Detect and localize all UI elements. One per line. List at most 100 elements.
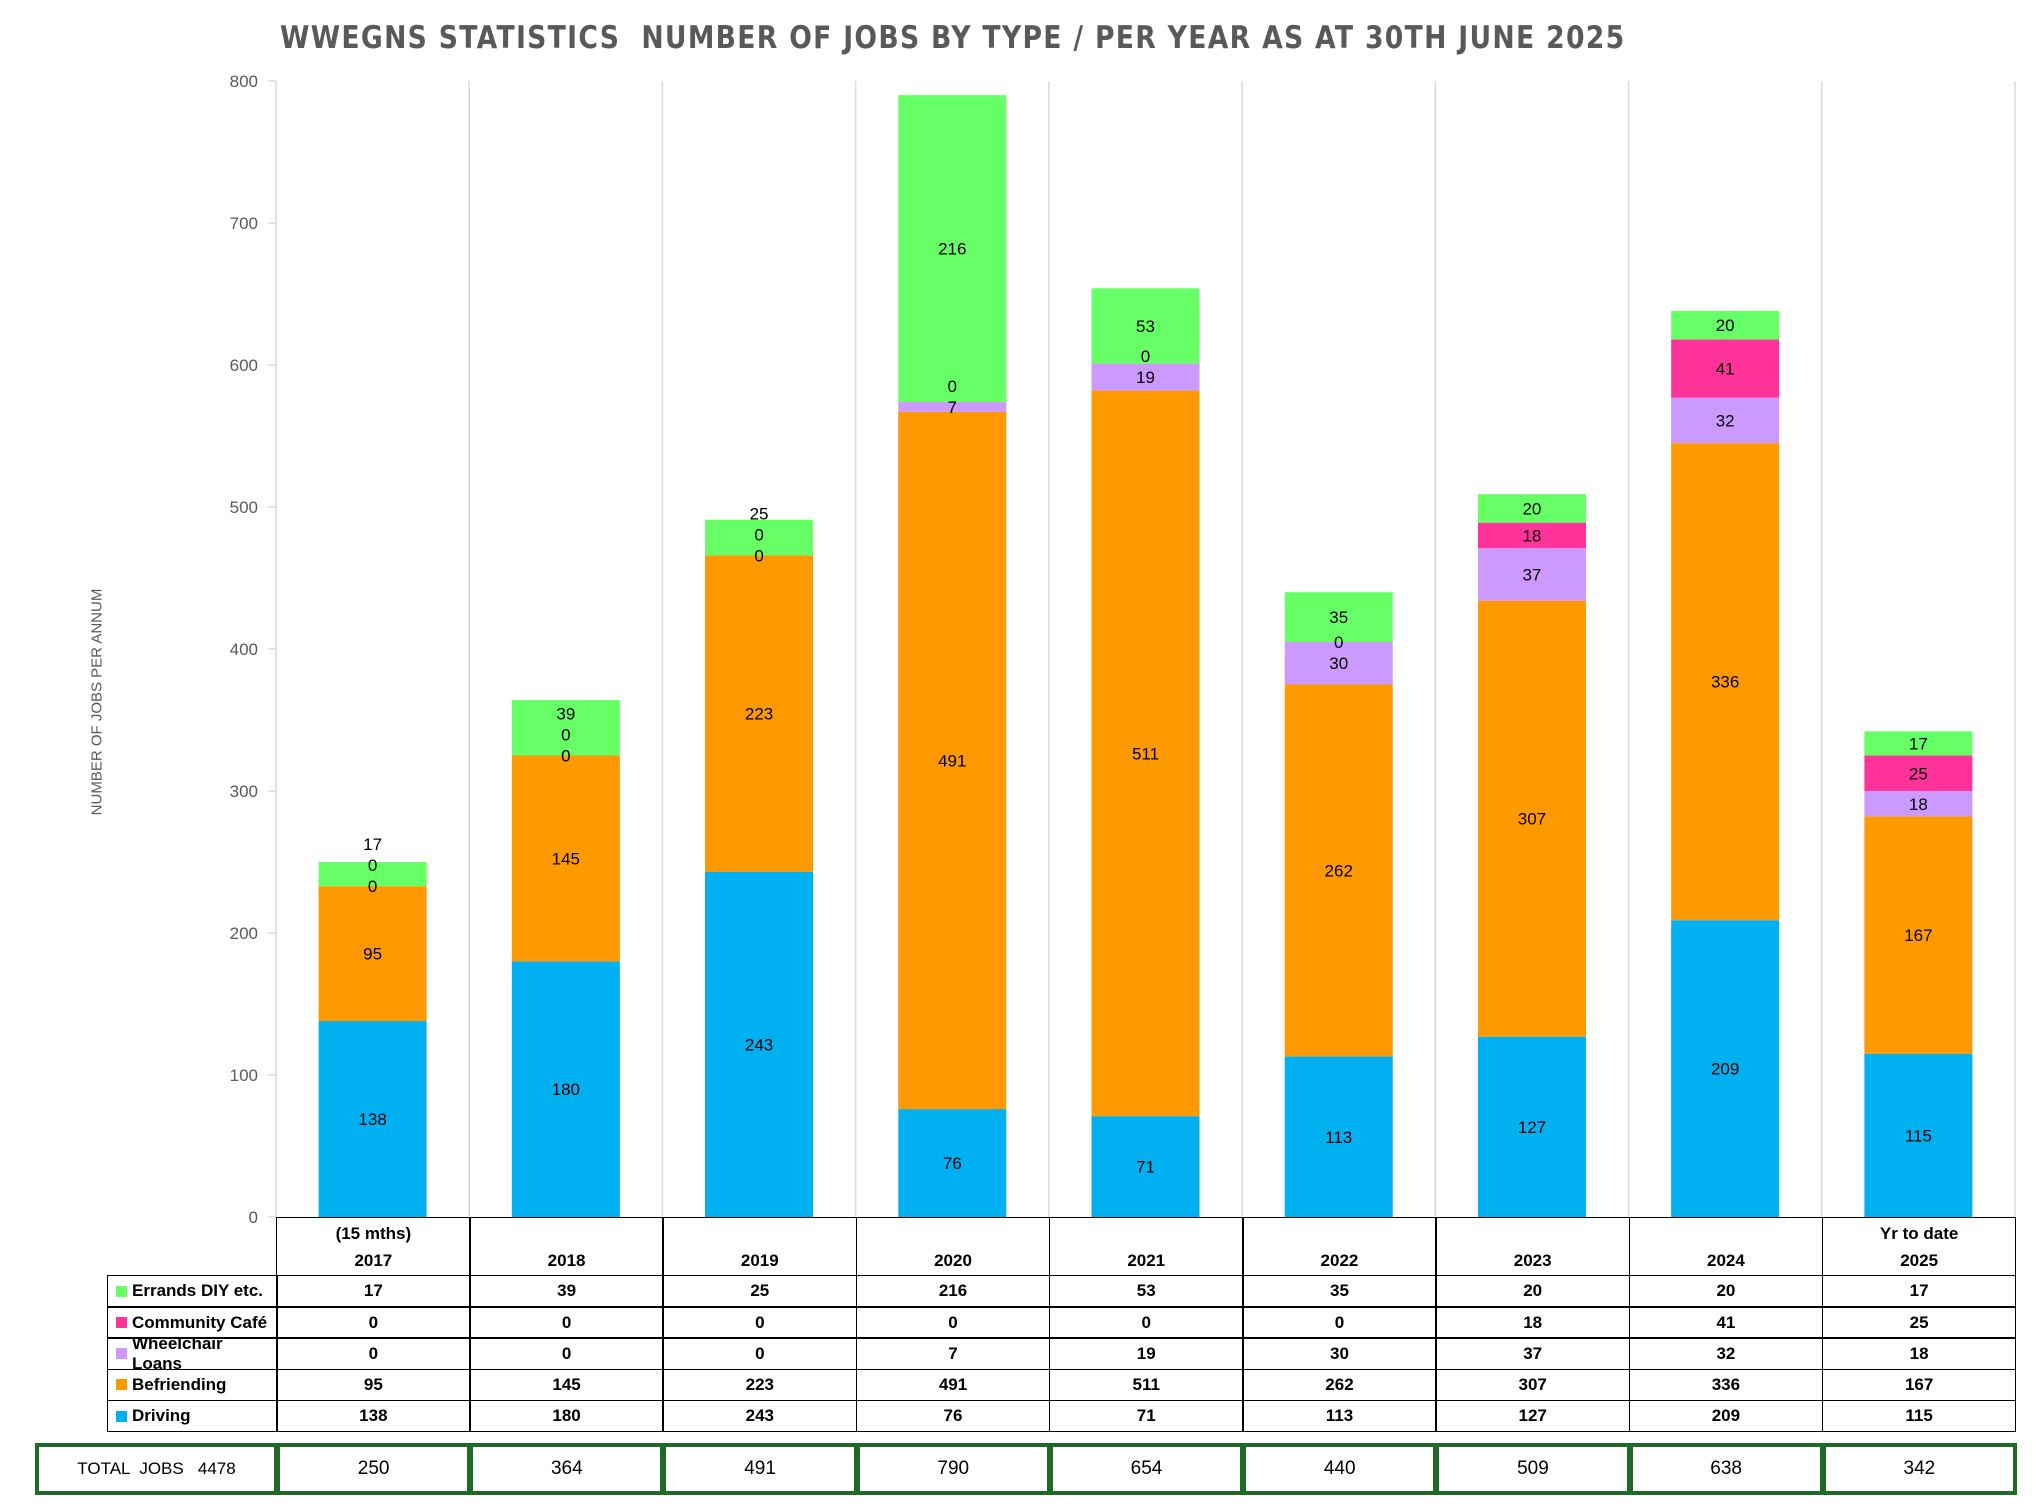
table-cell: 0 <box>662 1306 858 1339</box>
category-note <box>741 1220 779 1247</box>
total-cell: 654 <box>1048 1443 1245 1495</box>
bar-errands-diy-etc--2019 <box>705 519 814 556</box>
category-note: (15 mths) <box>335 1223 412 1243</box>
bar-befriending-2019 <box>705 555 814 872</box>
bar-driving-2023 <box>1477 1036 1586 1217</box>
bar-driving-2021 <box>1091 1116 1200 1217</box>
grand-total: 4478 <box>197 1459 236 1478</box>
table-cell: 18 <box>1435 1306 1631 1339</box>
total-cell: 509 <box>1435 1443 1631 1495</box>
table-cell: 76 <box>855 1399 1051 1433</box>
y-tick-label: 100 <box>230 1066 258 1085</box>
table-cell: 216 <box>855 1275 1051 1308</box>
table-cell: 0 <box>276 1306 471 1339</box>
bar-befriending-2025 <box>1864 816 1973 1054</box>
data-label: 491 <box>938 751 966 770</box>
category-label: 2018 <box>547 1250 586 1270</box>
y-tick-label: 0 <box>249 1208 258 1227</box>
legend-swatch-icon <box>116 1379 127 1391</box>
bar-errands-diy-etc--2017 <box>318 862 427 887</box>
data-label: 35 <box>1329 608 1348 627</box>
y-tick-label: 300 <box>230 782 258 801</box>
legend-swatch-icon <box>116 1410 127 1422</box>
data-label: 71 <box>1136 1158 1155 1177</box>
data-label: 145 <box>552 849 580 868</box>
bar-wheelchair-loans-2025 <box>1864 791 1973 817</box>
table-cell: 25 <box>1821 1306 2017 1339</box>
table-cell: 30 <box>1242 1337 1437 1371</box>
bar-wheelchair-loans-2022 <box>1284 641 1393 685</box>
y-tick-label: 700 <box>230 214 258 233</box>
table-cell: 37 <box>1435 1337 1631 1371</box>
data-label: 0 <box>754 546 763 565</box>
bar-errands-diy-etc--2025 <box>1864 731 1973 756</box>
table-cell: 209 <box>1628 1399 1824 1433</box>
legend-label: Community Café <box>132 1312 268 1332</box>
bar-driving-2020 <box>898 1109 1007 1217</box>
data-label: 53 <box>1136 317 1155 336</box>
data-label: 243 <box>745 1035 773 1054</box>
total-cell: 250 <box>276 1443 472 1495</box>
bar-errands-diy-etc--2024 <box>1671 311 1780 340</box>
data-label: 216 <box>938 240 966 259</box>
category-note <box>934 1220 972 1247</box>
table-cell: 17 <box>276 1275 471 1308</box>
y-tick-label: 600 <box>230 356 258 375</box>
data-label: 20 <box>1716 316 1735 335</box>
bar-community-caf--2024 <box>1671 339 1780 398</box>
data-label: 39 <box>556 705 575 724</box>
chart-title: WWEGNS STATISTICS NUMBER OF JOBS BY TYPE… <box>280 20 1626 56</box>
data-label: 0 <box>561 747 570 766</box>
table-row-label: Errands DIY etc. <box>107 1275 278 1308</box>
bar-community-caf--2023 <box>1477 522 1586 549</box>
bar-befriending-2023 <box>1477 600 1586 1037</box>
bar-driving-2018 <box>511 961 620 1217</box>
data-label: 167 <box>1904 926 1932 945</box>
data-label: 180 <box>552 1080 580 1099</box>
total-cell: 342 <box>1821 1443 2017 1495</box>
table-cell: 0 <box>469 1306 664 1339</box>
table-cell: 53 <box>1048 1275 1244 1308</box>
table-cell: 41 <box>1628 1306 1824 1339</box>
data-label: 30 <box>1329 654 1348 673</box>
category-label: 2024 <box>1706 1250 1745 1270</box>
table-cell: 167 <box>1821 1368 2017 1402</box>
category-label: 2021 <box>1127 1250 1166 1270</box>
data-label: 0 <box>1334 633 1343 652</box>
total-jobs-label: TOTAL JOBS 4478 <box>35 1443 278 1495</box>
bar-befriending-2018 <box>511 755 620 962</box>
bar-driving-2024 <box>1671 920 1780 1217</box>
table-header-cell: (15 mths) 2017 <box>276 1217 471 1276</box>
legend-label: Driving <box>132 1406 191 1426</box>
table-header-cell: 2024 <box>1628 1217 1824 1276</box>
data-label: 113 <box>1325 1128 1352 1147</box>
table-cell: 145 <box>469 1368 664 1402</box>
table-cell: 223 <box>662 1368 858 1402</box>
y-tick-label: 800 <box>230 72 258 91</box>
category-note <box>1321 1220 1359 1247</box>
y-tick-label: 500 <box>230 498 258 517</box>
legend-swatch-icon <box>116 1317 127 1329</box>
bar-wheelchair-loans-2020 <box>898 401 1007 412</box>
bar-wheelchair-loans-2021 <box>1091 363 1200 391</box>
data-label: 307 <box>1518 810 1546 829</box>
table-row-label: Driving <box>107 1399 278 1433</box>
bar-befriending-2021 <box>1091 390 1200 1117</box>
table-cell: 25 <box>662 1275 858 1308</box>
table-cell: 138 <box>276 1399 471 1433</box>
legend-swatch-icon <box>116 1348 127 1360</box>
data-label: 0 <box>1141 347 1150 366</box>
data-label: 41 <box>1716 360 1735 379</box>
legend-label: Errands DIY etc. <box>132 1281 264 1301</box>
table-cell: 0 <box>469 1337 664 1371</box>
data-label: 19 <box>1136 368 1155 387</box>
table-cell: 39 <box>469 1275 664 1308</box>
data-label: 0 <box>561 726 570 745</box>
legend-swatch-icon <box>116 1285 127 1297</box>
table-header-cell: 2020 <box>855 1217 1051 1276</box>
table-cell: 113 <box>1242 1399 1437 1433</box>
data-label: 25 <box>750 504 769 523</box>
y-tick-label: 200 <box>230 924 258 943</box>
table-cell: 19 <box>1048 1337 1244 1371</box>
